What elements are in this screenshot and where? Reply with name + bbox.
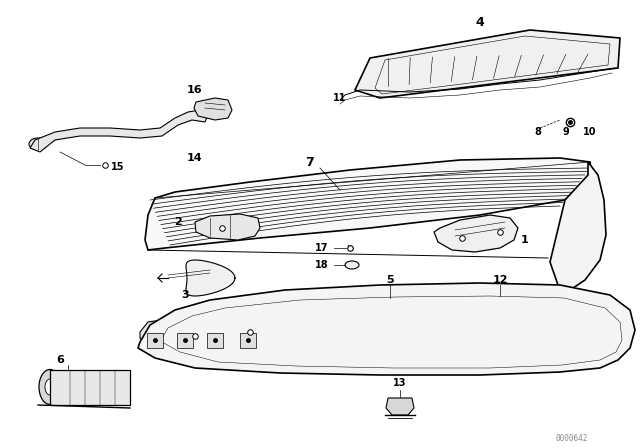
Polygon shape (207, 333, 223, 348)
Text: 10: 10 (583, 127, 596, 137)
Polygon shape (177, 333, 193, 348)
Text: 0000642: 0000642 (556, 434, 588, 443)
Ellipse shape (39, 370, 61, 405)
Polygon shape (240, 333, 256, 348)
Polygon shape (386, 398, 414, 415)
Text: 4: 4 (476, 16, 484, 29)
Polygon shape (550, 162, 606, 290)
Text: 18: 18 (315, 260, 329, 270)
Polygon shape (434, 215, 518, 252)
Polygon shape (186, 260, 235, 296)
Text: 11: 11 (333, 93, 347, 103)
Text: 15: 15 (111, 162, 125, 172)
Text: 17: 17 (316, 243, 329, 253)
Text: 2: 2 (174, 217, 182, 227)
Text: 6: 6 (56, 355, 64, 365)
Polygon shape (30, 110, 208, 152)
Polygon shape (140, 318, 275, 362)
Text: 16: 16 (187, 85, 203, 95)
Ellipse shape (345, 261, 359, 269)
Ellipse shape (29, 138, 47, 150)
Polygon shape (194, 98, 232, 120)
Text: 1: 1 (521, 235, 529, 245)
Text: 8: 8 (534, 127, 541, 137)
Polygon shape (355, 30, 620, 98)
Ellipse shape (45, 379, 55, 395)
Polygon shape (147, 333, 163, 348)
Text: 14: 14 (187, 153, 203, 163)
Polygon shape (138, 283, 635, 375)
Polygon shape (50, 370, 130, 405)
Text: 12: 12 (492, 275, 508, 285)
Text: 3: 3 (181, 290, 189, 300)
Text: 5: 5 (386, 275, 394, 285)
Text: 13: 13 (393, 378, 407, 388)
Polygon shape (195, 214, 260, 240)
Polygon shape (145, 158, 592, 250)
Text: 9: 9 (563, 127, 570, 137)
Text: 7: 7 (306, 155, 314, 168)
